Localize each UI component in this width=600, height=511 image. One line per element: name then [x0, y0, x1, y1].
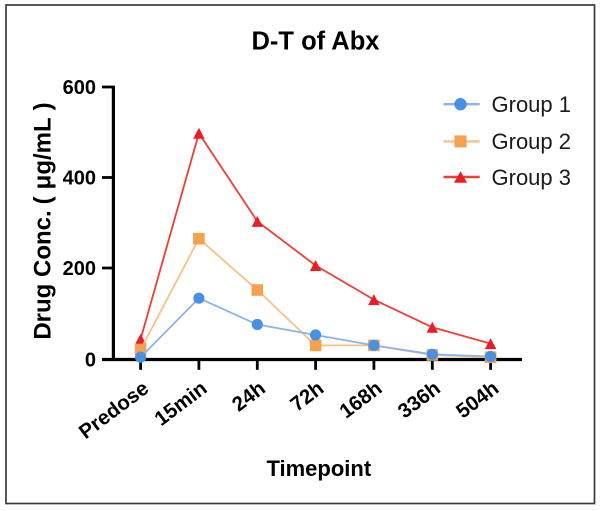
svg-text:600: 600 — [63, 77, 96, 99]
svg-text:0: 0 — [85, 349, 96, 371]
svg-text:Timepoint: Timepoint — [266, 456, 371, 481]
svg-text:Group 1: Group 1 — [492, 92, 572, 117]
svg-text:Drug Conc.(μg/mL): Drug Conc.(μg/mL) — [30, 102, 57, 339]
svg-text:400: 400 — [63, 167, 96, 189]
svg-text:Group 3: Group 3 — [492, 165, 572, 190]
svg-text:Group 2: Group 2 — [492, 129, 572, 154]
svg-text:200: 200 — [63, 258, 96, 280]
svg-text:D-T of Abx: D-T of Abx — [252, 28, 380, 56]
